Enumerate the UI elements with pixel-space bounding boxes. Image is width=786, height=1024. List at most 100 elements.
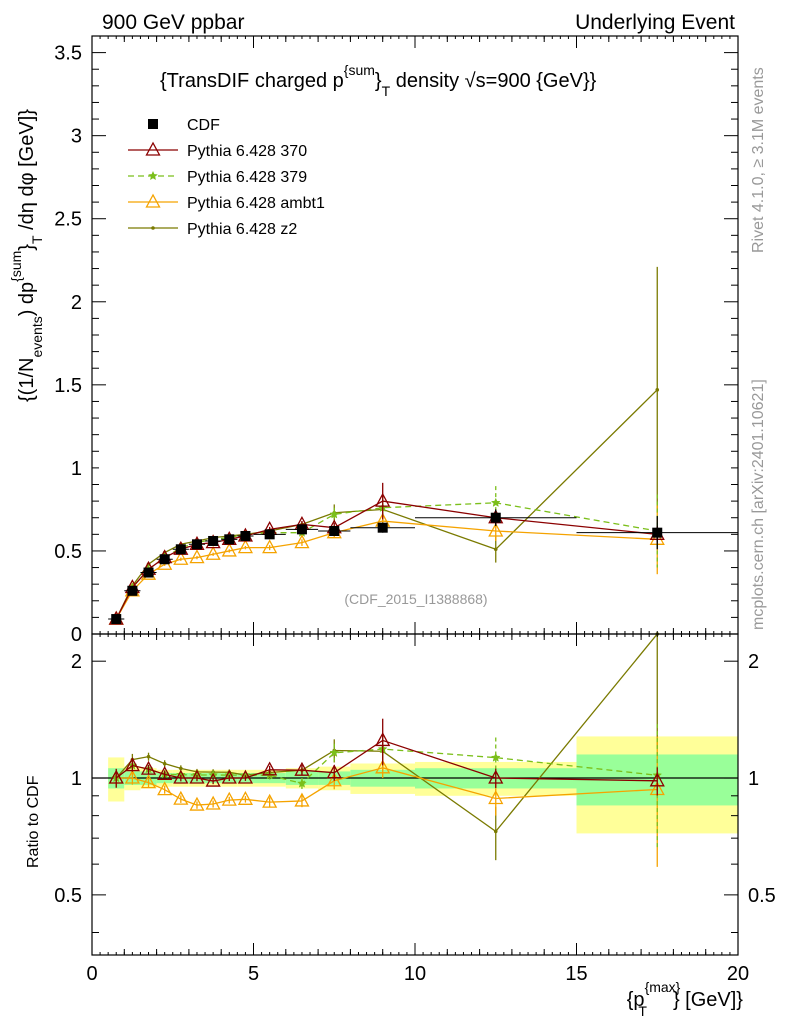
legend-marker-pythia-6-428-370 bbox=[145, 141, 161, 156]
point-pythia-6-428-379 bbox=[490, 497, 501, 507]
ratio-tick-label-right: 0.5 bbox=[748, 885, 776, 907]
ratio-point-pythia-6-428-370 bbox=[262, 761, 278, 776]
y-tick-label: 1 bbox=[71, 458, 82, 480]
point-pythia-6-428-370 bbox=[375, 492, 391, 507]
legend-marker-pythia-6-428-ambt1 bbox=[145, 193, 161, 208]
title-sub: T bbox=[382, 83, 391, 99]
ratio-y-axis-label: Ratio to CDF bbox=[25, 775, 42, 868]
ratio-point-pythia-6-428-379 bbox=[490, 752, 501, 762]
ratio-point-pythia-6-428-ambt1 bbox=[237, 790, 254, 805]
title-part-b: density bbox=[390, 70, 464, 92]
data-point-cdf bbox=[175, 544, 186, 555]
data-point-cdf bbox=[240, 530, 251, 541]
xlabel-sup: {max} bbox=[645, 979, 681, 995]
point-pythia-6-428-ambt1 bbox=[205, 545, 221, 560]
point-pythia-6-428-ambt1 bbox=[262, 539, 278, 554]
legend-label-pythia-6-428-z2: Pythia 6.428 z2 bbox=[187, 221, 297, 238]
ratio-tick-label-right: 1 bbox=[748, 768, 759, 790]
legend-label-pythia-6-428-370: Pythia 6.428 370 bbox=[187, 143, 307, 160]
ratio-tick-label-left: 2 bbox=[71, 651, 82, 673]
header-right: Underlying Event bbox=[575, 11, 735, 34]
analysis-watermark: (CDF_2015_I1388868) bbox=[344, 591, 487, 607]
ratio-point-pythia-6-428-ambt1 bbox=[157, 781, 173, 796]
ratio-tick-label-right: 2 bbox=[748, 651, 759, 673]
ratio-point-pythia-6-428-370 bbox=[237, 769, 254, 784]
point-pythia-6-428-ambt1 bbox=[221, 542, 237, 557]
x-tick-label: 5 bbox=[248, 963, 259, 985]
chart-title: {TransDIF charged p{sum}T density √s=900… bbox=[160, 62, 597, 99]
y-tick-label: 1.5 bbox=[54, 375, 82, 397]
ratio-point-pythia-6-428-z2 bbox=[162, 761, 167, 766]
title-sup: {sum bbox=[344, 62, 375, 78]
ratio-point-pythia-6-428-370 bbox=[326, 764, 342, 779]
x-axis-label: {p{max} T } [GeV]} bbox=[627, 979, 744, 1019]
data-point-cdf bbox=[191, 539, 202, 550]
ratio-point-pythia-6-428-ambt1 bbox=[173, 790, 189, 805]
point-pythia-6-428-ambt1 bbox=[189, 549, 205, 564]
x-tick-label: 15 bbox=[565, 963, 587, 985]
xlabel-part-a: {p bbox=[627, 989, 645, 1011]
point-pythia-6-428-ambt1 bbox=[237, 539, 254, 554]
ratio-point-pythia-6-428-ambt1 bbox=[488, 790, 504, 805]
ratio-point-pythia-6-428-370 bbox=[124, 757, 140, 772]
ratio-point-pythia-6-428-370 bbox=[189, 769, 205, 784]
ratio-point-pythia-6-428-370 bbox=[649, 772, 665, 787]
y-axis-label: {(1/Nevents) dp{sum}T /dη dφ [GeV]} bbox=[8, 109, 45, 402]
x-tick-label: 10 bbox=[404, 963, 426, 985]
y-tick-label: 2 bbox=[71, 292, 82, 314]
ratio-point-pythia-6-428-370 bbox=[375, 732, 391, 747]
data-point-cdf bbox=[296, 524, 307, 535]
ylabel-part-d: /dη dφ [GeV]} bbox=[16, 109, 38, 236]
ratio-point-pythia-6-428-370 bbox=[221, 769, 237, 784]
ratio-point-pythia-6-428-ambt1 bbox=[375, 759, 391, 774]
y-tick-label: 3 bbox=[71, 126, 82, 148]
data-point-cdf bbox=[652, 527, 663, 538]
ratio-point-pythia-6-428-ambt1 bbox=[221, 791, 237, 806]
legend-marker-pythia-6-428-z2 bbox=[151, 226, 155, 230]
ratio-point-pythia-6-428-ambt1 bbox=[205, 795, 221, 810]
data-point-cdf bbox=[264, 529, 275, 540]
ratio-point-pythia-6-428-ambt1 bbox=[262, 793, 278, 808]
y-tick-label: 0 bbox=[71, 624, 82, 646]
mcplots-label: mcplots.cern.ch [arXiv:2401.10621] bbox=[750, 379, 767, 630]
legend-label-pythia-6-428-ambt1: Pythia 6.428 ambt1 bbox=[187, 195, 325, 212]
title-part-c: s=900 {GeV}} bbox=[476, 70, 597, 92]
ylabel-part-b: ) dp bbox=[16, 282, 38, 316]
x-tick-label: 0 bbox=[86, 963, 97, 985]
ylabel-part-a: {(1/N bbox=[16, 358, 38, 402]
data-point-cdf bbox=[208, 535, 219, 546]
legend-label-cdf: CDF bbox=[187, 117, 220, 134]
ylabel-sub-events: events bbox=[29, 316, 45, 357]
ratio-point-pythia-6-428-370 bbox=[157, 765, 173, 780]
data-point-cdf bbox=[377, 522, 388, 533]
data-point-cdf bbox=[159, 554, 170, 565]
xlabel-sub: T bbox=[638, 1003, 647, 1019]
y-tick-label: 0.5 bbox=[54, 541, 82, 563]
ratio-point-pythia-6-428-370 bbox=[488, 769, 504, 784]
ratio-tick-label-left: 1 bbox=[71, 768, 82, 790]
ratio-point-pythia-6-428-370 bbox=[108, 769, 124, 784]
ratio-point-pythia-6-428-z2 bbox=[179, 766, 183, 771]
ratio-point-pythia-6-428-379 bbox=[297, 778, 307, 788]
ratio-point-pythia-6-428-z2 bbox=[146, 754, 151, 759]
data-point-cdf bbox=[329, 526, 340, 537]
point-pythia-6-428-z2 bbox=[655, 388, 660, 392]
ratio-point-pythia-6-428-370 bbox=[173, 769, 189, 784]
point-pythia-6-428-z2 bbox=[493, 547, 498, 552]
ratio-point-pythia-6-428-379 bbox=[329, 747, 340, 758]
xlabel-part-b: } [GeV]} bbox=[673, 989, 743, 1011]
ratio-plot-series bbox=[108, 632, 665, 867]
rivet-version-label: Rivet 4.1.0, ≥ 3.1M events bbox=[750, 67, 767, 253]
ylabel-sub-t: T bbox=[29, 235, 45, 244]
y-tick-label: 2.5 bbox=[54, 209, 82, 231]
ratio-point-pythia-6-428-ambt1 bbox=[140, 774, 157, 789]
data-point-cdf bbox=[224, 534, 235, 545]
ratio-point-pythia-6-428-ambt1 bbox=[189, 796, 205, 811]
ratio-point-pythia-6-428-ambt1 bbox=[326, 772, 342, 787]
point-pythia-6-428-ambt1 bbox=[488, 522, 504, 537]
data-point-cdf bbox=[127, 585, 138, 596]
ratio-point-pythia-6-428-370 bbox=[205, 772, 221, 787]
legend-label-pythia-6-428-379: Pythia 6.428 379 bbox=[187, 169, 307, 186]
data-point-cdf bbox=[143, 567, 154, 578]
